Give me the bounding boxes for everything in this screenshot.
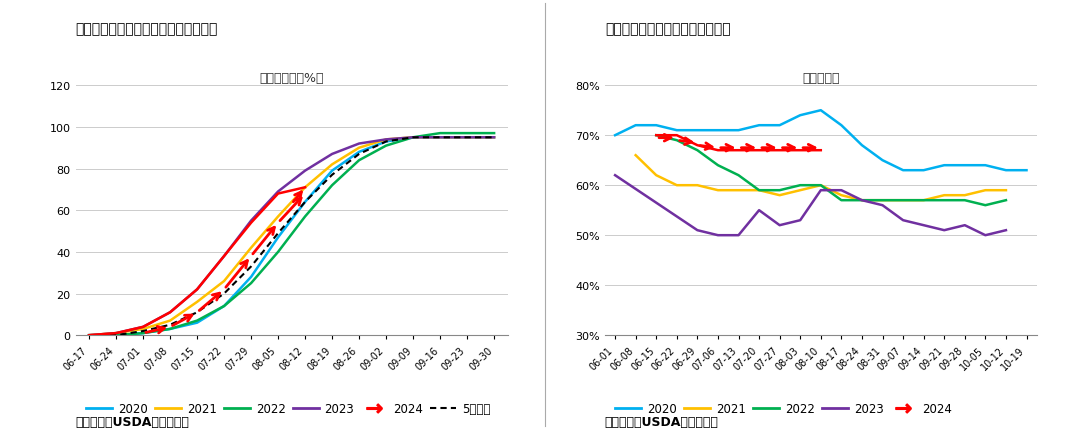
Legend: 2020, 2021, 2022, 2023, 2024: 2020, 2021, 2022, 2023, 2024 [610,397,957,420]
Title: 美豆优良率: 美豆优良率 [802,72,839,85]
Text: 图：美豆优良率位于历史同期高位: 图：美豆优良率位于历史同期高位 [605,23,730,37]
Text: 数据来源：USDA，国富期货: 数据来源：USDA，国富期货 [76,415,189,428]
Text: 数据来源：USDA，国富期货: 数据来源：USDA，国富期货 [605,415,718,428]
Legend: 2020, 2021, 2022, 2023, 2024, 5年均值: 2020, 2021, 2022, 2023, 2024, 5年均值 [81,397,495,420]
Text: 图：美豆结荚进度略高于历史均值水平: 图：美豆结荚进度略高于历史均值水平 [76,23,218,37]
Title: 美豆结荚率（%）: 美豆结荚率（%） [259,72,324,85]
